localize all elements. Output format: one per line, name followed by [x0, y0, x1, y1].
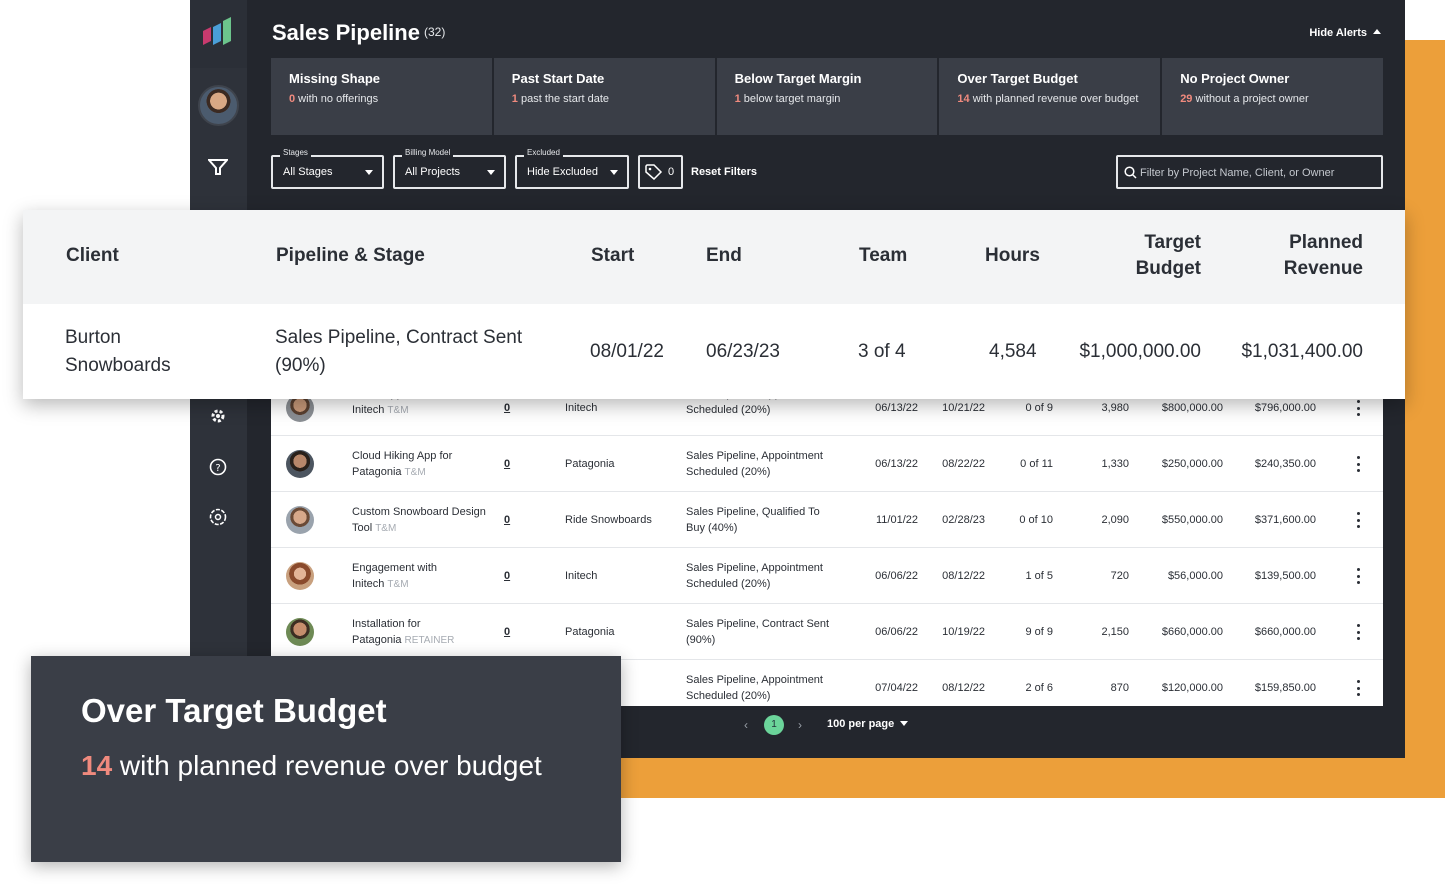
avatar	[286, 450, 314, 478]
page-title: Sales Pipeline (32)	[272, 20, 446, 45]
caret-up-icon	[1373, 29, 1381, 34]
filter-bar: Stages All Stages Billing Model All Proj…	[271, 148, 1383, 190]
svg-text:?: ?	[215, 463, 220, 474]
gear-icon[interactable]	[206, 404, 230, 428]
row-menu-icon[interactable]	[1357, 624, 1361, 640]
alert-no-project-owner[interactable]: No Project Owner 29 without a project ow…	[1162, 58, 1383, 135]
chevron-down-icon	[365, 170, 373, 175]
pipeline-count: (32)	[423, 25, 446, 39]
pipeline-stage: Sales Pipeline, Contract Sent (90%)	[275, 327, 523, 376]
table-row[interactable]: Engagement with Initech T&M 0 Initech Sal…	[271, 548, 1383, 604]
hours-value: 4,584	[989, 341, 1037, 362]
chevron-down-icon	[900, 721, 909, 726]
column-header-start[interactable]: Start	[591, 245, 635, 266]
excluded-select[interactable]: Excluded Hide Excluded	[515, 148, 629, 189]
row-menu-icon[interactable]	[1357, 680, 1361, 696]
alert-callout: Over Target Budget 14 with planned reven…	[31, 656, 621, 862]
zoomed-row-panel: Client Pipeline & Stage Start End Team H…	[23, 210, 1405, 399]
help-icon[interactable]: ?	[206, 455, 230, 479]
reset-filters-button[interactable]: Reset Filters	[691, 166, 758, 178]
chevron-down-icon	[610, 170, 618, 175]
hide-alerts-button[interactable]: Hide Alerts	[1309, 27, 1381, 39]
funnel-icon[interactable]	[206, 155, 230, 179]
user-avatar[interactable]	[198, 85, 239, 126]
planned-revenue-value: $1,031,400.00	[1241, 341, 1363, 362]
column-header-planned-revenue[interactable]: Planned Revenue	[1283, 232, 1363, 279]
callout-description: 14 with planned revenue over budget	[81, 750, 542, 781]
table-row[interactable]: Cloud Hiking App for Patagonia T&M 0 Pata…	[271, 436, 1383, 492]
zoomed-table-header: Client Pipeline & Stage Start End Team H…	[23, 210, 1405, 304]
avatar	[286, 562, 314, 590]
alert-past-start-date[interactable]: Past Start Date 1 past the start date	[493, 58, 715, 135]
avatar	[286, 506, 314, 534]
row-menu-icon[interactable]	[1357, 512, 1361, 528]
column-header-hours[interactable]: Hours	[985, 245, 1040, 266]
billing-model-select[interactable]: Billing Model All Projects	[393, 148, 506, 189]
search-icon	[1124, 166, 1137, 179]
alerts-bar: Missing Shape 0 with no offerings Past S…	[271, 58, 1383, 135]
page-1-button[interactable]: 1	[764, 715, 784, 735]
team-count: 3 of 4	[858, 341, 906, 362]
table-row[interactable]: Sales Pipeline, Appointment Scheduled (2…	[271, 660, 1383, 706]
column-header-target-budget[interactable]: Target Budget	[1135, 232, 1201, 279]
column-header-pipeline[interactable]: Pipeline & Stage	[276, 245, 425, 266]
end-date: 06/23/23	[706, 341, 780, 362]
column-header-client[interactable]: Client	[66, 245, 119, 266]
row-menu-icon[interactable]	[1357, 568, 1361, 584]
row-menu-icon[interactable]	[1357, 400, 1361, 416]
chevron-down-icon	[487, 170, 495, 175]
column-header-end[interactable]: End	[706, 245, 742, 266]
tag-icon	[645, 164, 663, 180]
chevron-left-icon[interactable]: ‹	[744, 718, 748, 732]
chevron-right-icon[interactable]: ›	[798, 718, 802, 732]
per-page-select[interactable]: 100 per page	[827, 718, 909, 730]
column-header-team[interactable]: Team	[859, 245, 908, 266]
search-input[interactable]: Filter by Project Name, Client, or Owner	[1116, 155, 1383, 189]
tags-filter-button[interactable]: 0	[638, 155, 683, 189]
alert-over-target-budget[interactable]: Over Target Budget 14 with planned reven…	[939, 58, 1161, 135]
alert-missing-shape[interactable]: Missing Shape 0 with no offerings	[271, 58, 492, 135]
app-logo-icon[interactable]	[190, 0, 247, 68]
stages-select[interactable]: Stages All Stages	[271, 148, 384, 189]
start-date: 08/01/22	[590, 341, 664, 362]
settings-badge-icon[interactable]	[206, 505, 230, 529]
table-row[interactable]: Installation for Patagonia RETAINER 0 Pat…	[271, 604, 1383, 660]
callout-title: Over Target Budget	[81, 692, 387, 729]
row-menu-icon[interactable]	[1357, 456, 1361, 472]
target-budget-value: $1,000,000.00	[1079, 341, 1201, 362]
client-name: Burton Snowboards	[65, 327, 171, 376]
alert-below-target-margin[interactable]: Below Target Margin 1 below target margi…	[716, 58, 938, 135]
table-row[interactable]: Custom Snowboard Design Tool T&M 0 Ride S…	[271, 492, 1383, 548]
avatar	[286, 618, 314, 646]
tags-count: 0	[668, 166, 675, 178]
